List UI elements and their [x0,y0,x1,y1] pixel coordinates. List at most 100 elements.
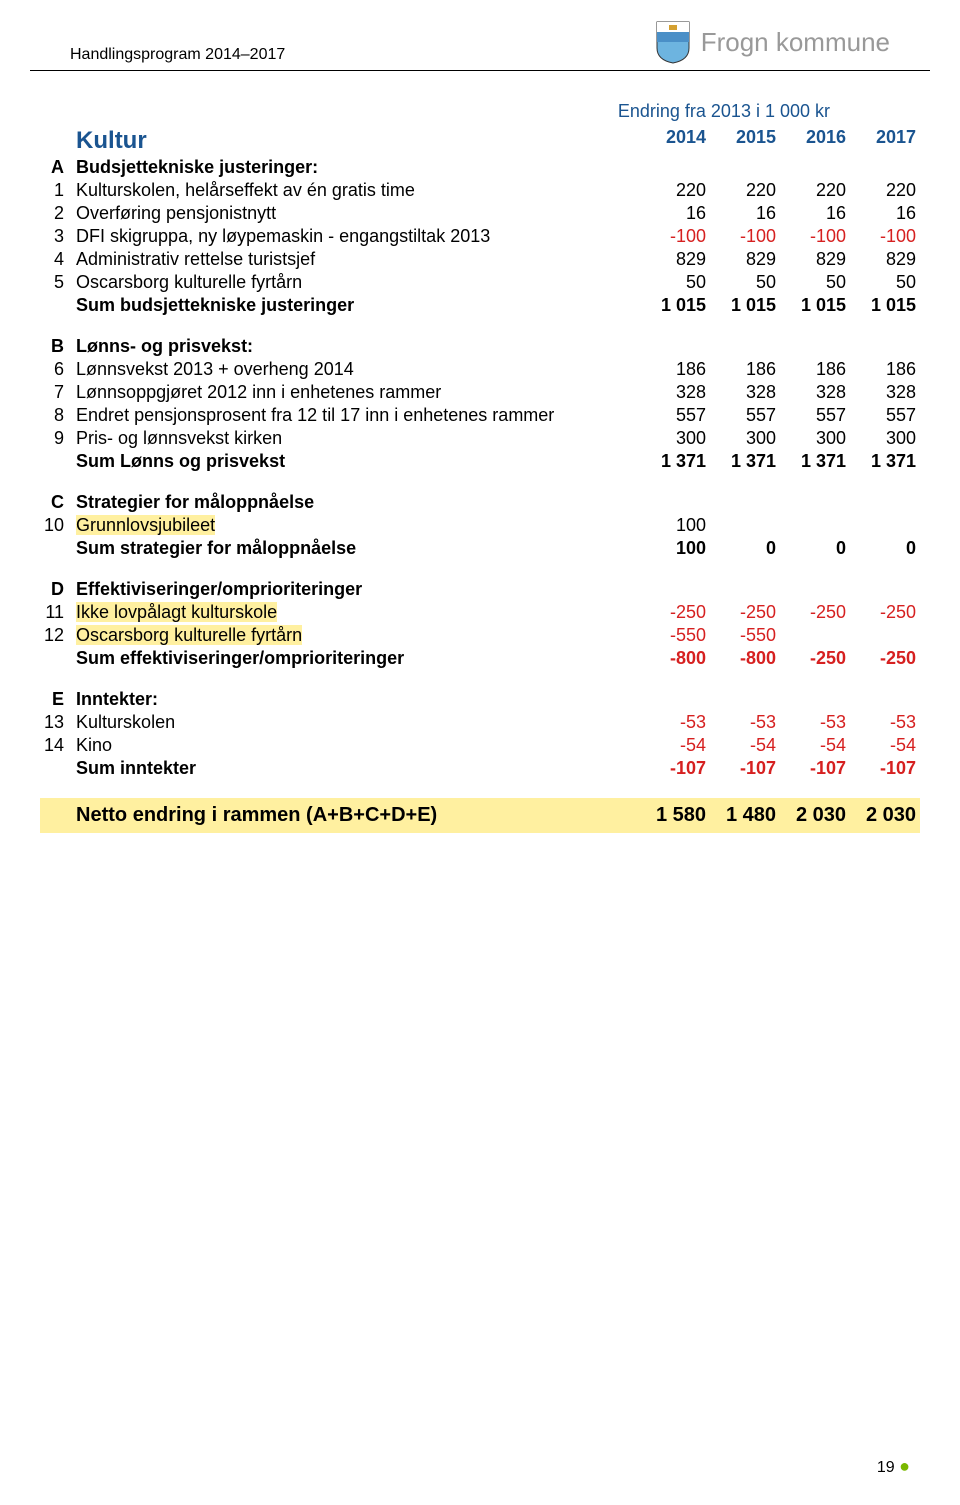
sum-value: 1 015 [850,294,920,317]
row-value: 16 [850,202,920,225]
sum-value: 1 371 [850,450,920,473]
row-value: 50 [850,271,920,294]
sum-label: Sum budsjettekniske justeringer [72,294,640,317]
section-letter: D [40,578,72,601]
sum-value: -800 [640,647,710,670]
row-value: 300 [640,427,710,450]
table-row: 8Endret pensjonsprosent fra 12 til 17 in… [40,404,920,427]
kommune-name: Frogn kommune [701,27,890,58]
sum-value: 1 015 [640,294,710,317]
table-row: 2Overføring pensjonistnytt16161616 [40,202,920,225]
row-desc-cell: Administrativ rettelse turistsjef [72,248,640,271]
table-row: 6Lønnsvekst 2013 + overheng 201418618618… [40,358,920,381]
row-value [850,514,920,537]
sum-value: -107 [640,757,710,780]
row-index: 8 [40,404,72,427]
row-value: -100 [780,225,850,248]
row-value: -54 [710,734,780,757]
table-row: 12Oscarsborg kulturelle fyrtårn-550-550 [40,624,920,647]
row-value: 186 [710,358,780,381]
year-2016: 2016 [780,126,850,156]
row-value: -100 [710,225,780,248]
row-value: -54 [850,734,920,757]
table-row: 7Lønnsoppgjøret 2012 inn i enhetenes ram… [40,381,920,404]
sum-value: 1 015 [710,294,780,317]
table-title: Kultur [76,127,147,154]
table-row: 9Pris- og lønnsvekst kirken300300300300 [40,427,920,450]
row-value: -53 [710,711,780,734]
section-E-header: EInntekter: [40,688,920,711]
section-title: Effektiviseringer/omprioriteringer [72,578,640,601]
row-value: 829 [850,248,920,271]
table-row: 14Kino-54-54-54-54 [40,734,920,757]
row-index: 9 [40,427,72,450]
row-value [780,514,850,537]
row-value: -250 [780,601,850,624]
section-letter: A [40,156,72,179]
total-v3: 2 030 [850,798,920,833]
row-index: 13 [40,711,72,734]
row-value: 50 [640,271,710,294]
row-desc-cell: Ikke lovpålagt kulturskole [72,601,640,624]
sum-value: 0 [850,537,920,560]
row-value: -250 [850,601,920,624]
row-desc-cell: Lønnsvekst 2013 + overheng 2014 [72,358,640,381]
row-index: 10 [40,514,72,537]
row-value: 186 [640,358,710,381]
sum-label: Sum inntekter [72,757,640,780]
row-value: -54 [640,734,710,757]
row-value: 186 [780,358,850,381]
table-row: 4Administrativ rettelse turistsjef829829… [40,248,920,271]
section-title: Lønns- og prisvekst: [72,335,640,358]
row-value: 557 [640,404,710,427]
row-value: 220 [850,179,920,202]
section-C-sum: Sum strategier for måloppnåelse100000 [40,537,920,560]
section-title: Strategier for måloppnåelse [72,491,640,514]
row-value: 328 [710,381,780,404]
year-2017: 2017 [850,126,920,156]
row-index: 14 [40,734,72,757]
year-2015: 2015 [710,126,780,156]
row-value: -250 [640,601,710,624]
row-index: 3 [40,225,72,248]
row-value: 300 [780,427,850,450]
table-row: 13Kulturskolen-53-53-53-53 [40,711,920,734]
row-desc-cell: Pris- og lønnsvekst kirken [72,427,640,450]
section-D-sum: Sum effektiviseringer/omprioriteringer-8… [40,647,920,670]
page-number: 19 ● [877,1456,910,1477]
sum-value: -107 [780,757,850,780]
row-index: 4 [40,248,72,271]
section-A-sum: Sum budsjettekniske justeringer1 0151 01… [40,294,920,317]
row-value: -53 [640,711,710,734]
table-subtitle: Endring fra 2013 i 1 000 kr [40,101,920,122]
row-index: 2 [40,202,72,225]
row-value: 220 [710,179,780,202]
row-value: 16 [640,202,710,225]
row-value: 220 [780,179,850,202]
table-row: 5Oscarsborg kulturelle fyrtårn50505050 [40,271,920,294]
section-title: Inntekter: [72,688,640,711]
section-title: Budsjettekniske justeringer: [72,156,640,179]
section-letter: B [40,335,72,358]
row-value: -550 [640,624,710,647]
section-D-header: DEffektiviseringer/omprioriteringer [40,578,920,601]
row-value: -100 [850,225,920,248]
page-header: Handlingsprogram 2014–2017 Frogn kommune [30,0,930,71]
sum-value: 1 371 [780,450,850,473]
section-B-sum: Sum Lønns og prisvekst1 3711 3711 3711 3… [40,450,920,473]
sum-value: 1 371 [710,450,780,473]
row-value: 829 [640,248,710,271]
row-desc-cell: Grunnlovsjubileet [72,514,640,537]
sum-value: 0 [710,537,780,560]
row-value: 829 [710,248,780,271]
total-label: Netto endring i rammen (A+B+C+D+E) [72,798,640,833]
section-A-header: ABudsjettekniske justeringer: [40,156,920,179]
row-desc-cell: Endret pensjonsprosent fra 12 til 17 inn… [72,404,640,427]
row-value: 50 [780,271,850,294]
row-desc-cell: Oscarsborg kulturelle fyrtårn [72,271,640,294]
row-desc: Oscarsborg kulturelle fyrtårn [76,625,302,645]
row-desc: Ikke lovpålagt kulturskole [76,602,277,622]
row-index: 1 [40,179,72,202]
sum-value: -800 [710,647,780,670]
sum-value: -107 [710,757,780,780]
